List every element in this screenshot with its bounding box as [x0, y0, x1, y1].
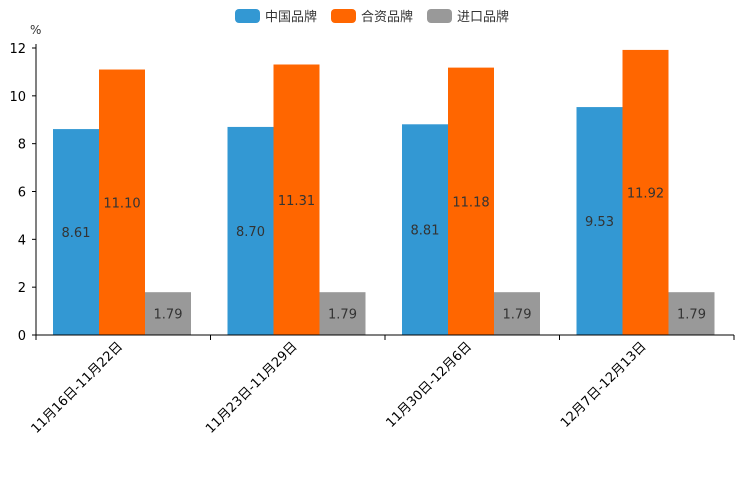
data-label-3-0: 9.53: [585, 215, 614, 230]
bar-1-2[interactable]: [319, 292, 366, 335]
bar-2-0[interactable]: [402, 124, 448, 336]
x-tick-label-3: 12月7日-12月13日: [558, 339, 650, 431]
y-tick-label-6: 12: [9, 42, 26, 57]
bar-1-1[interactable]: [273, 64, 320, 335]
data-label-2-0: 8.81: [411, 224, 440, 239]
legend-item-jv[interactable]: 合资品牌: [330, 6, 413, 25]
data-label-2-2: 1.79: [503, 308, 532, 323]
legend-label-china: 中国品牌: [264, 10, 317, 25]
bar-2-1[interactable]: [448, 67, 494, 335]
data-label-0-2: 1.79: [154, 308, 183, 323]
legend-swatch-import: [427, 8, 452, 23]
y-tick-label-2: 4: [18, 233, 26, 248]
x-tick-label-0: 11月16日-11月22日: [29, 339, 126, 436]
bar-3-0[interactable]: [576, 107, 623, 336]
data-label-1-1: 11.31: [278, 194, 315, 209]
bar-3-2[interactable]: [668, 292, 715, 335]
y-unit-label: %: [30, 23, 41, 37]
data-label-2-1: 11.18: [452, 195, 489, 210]
legend-swatch-jv: [330, 8, 356, 23]
data-label-1-0: 8.70: [236, 225, 265, 240]
y-tick-label-4: 8: [18, 138, 26, 153]
data-label-0-1: 11.10: [103, 196, 140, 211]
legend-label-jv: 合资品牌: [360, 10, 413, 25]
legend-label-import: 进口品牌: [457, 10, 510, 25]
y-tick-label-1: 2: [18, 281, 26, 296]
bar-0-1[interactable]: [99, 69, 145, 336]
data-label-3-2: 1.79: [677, 308, 706, 323]
legend-item-china[interactable]: 中国品牌: [234, 6, 317, 25]
legend-swatch-china: [234, 8, 260, 23]
y-tick-label-0: 0: [18, 329, 26, 344]
x-tick-label-1: 11月23日-11月29日: [203, 339, 300, 436]
bar-1-0[interactable]: [227, 126, 274, 335]
legend: 中国品牌 合资品牌 进口品牌: [0, 6, 744, 25]
y-tick-label-5: 10: [9, 90, 26, 105]
bar-2-2[interactable]: [494, 292, 540, 335]
data-label-3-1: 11.92: [627, 186, 664, 201]
legend-item-import[interactable]: 进口品牌: [427, 6, 509, 25]
bar-0-0[interactable]: [53, 129, 99, 335]
data-label-0-0: 8.61: [62, 226, 91, 241]
y-tick-label-3: 6: [18, 186, 26, 201]
bar-3-1[interactable]: [622, 49, 669, 336]
bar-0-2[interactable]: [145, 292, 191, 335]
data-label-1-2: 1.79: [328, 308, 357, 323]
x-tick-label-2: 11月30日-12月6日: [383, 339, 475, 431]
